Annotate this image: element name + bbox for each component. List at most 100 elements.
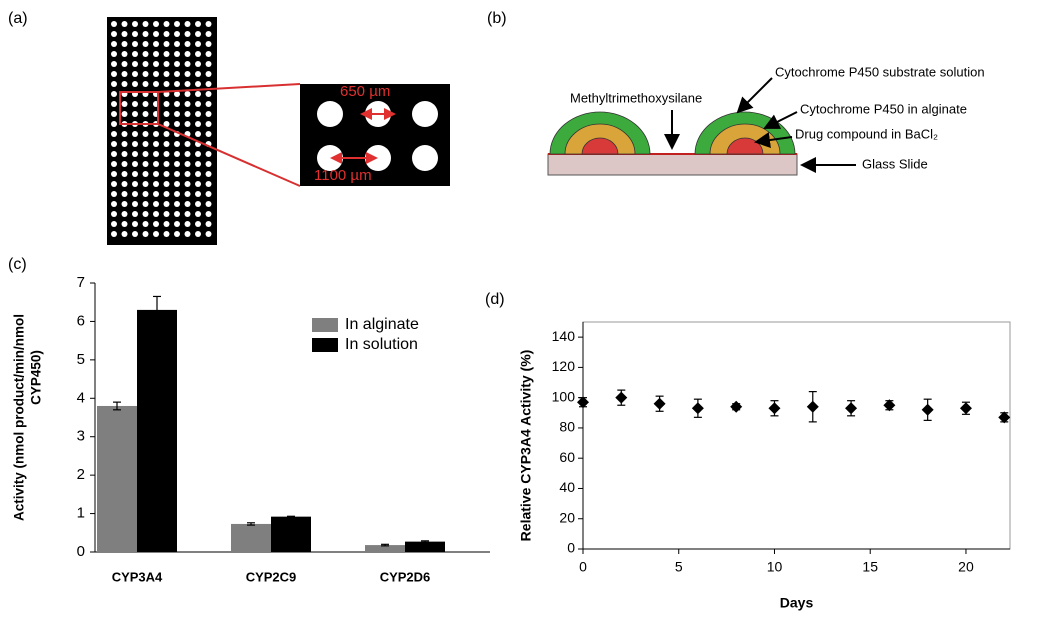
x-tick-label: CYP3A4: [112, 569, 163, 584]
x-axis-label: Days: [780, 595, 814, 611]
scale-label: 650 µm: [340, 83, 390, 100]
spot: [163, 111, 170, 117]
spot: [142, 231, 149, 237]
spot: [184, 21, 191, 27]
spot: [121, 151, 128, 157]
spot: [174, 171, 180, 177]
spot: [121, 181, 128, 187]
spot: [184, 141, 191, 147]
spot: [132, 41, 138, 47]
x-tick-label: CYP2C9: [246, 569, 297, 584]
spot: [111, 51, 117, 57]
spot: [142, 61, 149, 67]
spot: [184, 31, 191, 37]
spot: [205, 61, 212, 67]
spot: [205, 71, 212, 77]
spot: [205, 91, 212, 97]
legend-label: In solution: [345, 336, 418, 353]
spot: [174, 101, 180, 107]
spot: [195, 71, 201, 77]
spot: [184, 81, 191, 87]
spot: [163, 61, 170, 67]
spot: [195, 151, 201, 157]
spot: [121, 171, 128, 177]
spot: [153, 31, 159, 37]
spot: [163, 211, 170, 217]
spot: [111, 41, 117, 47]
spot: [163, 81, 170, 87]
spot: [121, 141, 128, 147]
spot: [163, 221, 170, 227]
spot: [195, 81, 201, 87]
bar: [271, 516, 311, 552]
spot: [111, 191, 117, 197]
spot: [111, 91, 117, 97]
spot: [121, 81, 128, 87]
spot: [174, 201, 180, 207]
zoom-line: [157, 123, 301, 187]
spot: [111, 71, 117, 77]
spot: [174, 231, 180, 237]
data-point: [845, 402, 858, 415]
spot: [195, 21, 201, 27]
spot: [153, 81, 159, 87]
spot: [121, 71, 128, 77]
data-point: [921, 403, 934, 416]
spot: [184, 111, 191, 117]
panel-label: (b): [487, 10, 507, 27]
data-point: [806, 400, 819, 413]
spot: [153, 61, 159, 67]
spot: [174, 161, 180, 167]
spot: [184, 41, 191, 47]
spot: [142, 201, 149, 207]
spot: [142, 141, 149, 147]
spot: [153, 151, 159, 157]
spot: [142, 31, 149, 37]
panel-label: (a): [8, 10, 28, 27]
spot: [142, 81, 149, 87]
spot: [142, 161, 149, 167]
spot: [111, 101, 117, 107]
spot: [184, 71, 191, 77]
spot: [174, 91, 180, 97]
spot: [195, 61, 201, 67]
spot: [163, 161, 170, 167]
y-tick-label: 100: [552, 388, 576, 404]
spot: [174, 121, 180, 127]
y-tick-label: 140: [552, 328, 576, 344]
spot: [132, 131, 138, 137]
spot: [205, 181, 212, 187]
spot: [142, 111, 149, 117]
diagram-label: Methyltrimethoxysilane: [570, 90, 702, 105]
spot: [121, 221, 128, 227]
spot: [205, 101, 212, 107]
spot: [132, 101, 138, 107]
spot: [184, 231, 191, 237]
y-tick-label: 40: [559, 479, 575, 495]
spot: [205, 111, 212, 117]
spot: [195, 51, 201, 57]
spot: [163, 151, 170, 157]
spot: [195, 101, 201, 107]
spot: [132, 61, 138, 67]
spot: [111, 151, 117, 157]
spot: [195, 221, 201, 227]
spot: [205, 131, 212, 137]
plot-area: [582, 321, 1011, 550]
spot: [111, 131, 117, 137]
spot: [205, 151, 212, 157]
spot: [153, 221, 159, 227]
spot: [121, 191, 128, 197]
spot: [163, 131, 170, 137]
spot: [163, 101, 170, 107]
spot: [163, 121, 170, 127]
x-tick-label: CYP2D6: [380, 569, 431, 584]
spot: [174, 71, 180, 77]
y-tick-label: 3: [77, 428, 85, 445]
y-axis-label: CYP450): [29, 350, 44, 405]
spot: [195, 161, 201, 167]
y-tick-label: 6: [77, 312, 85, 329]
spot: [121, 61, 128, 67]
spot: [184, 211, 191, 217]
spot: [205, 191, 212, 197]
